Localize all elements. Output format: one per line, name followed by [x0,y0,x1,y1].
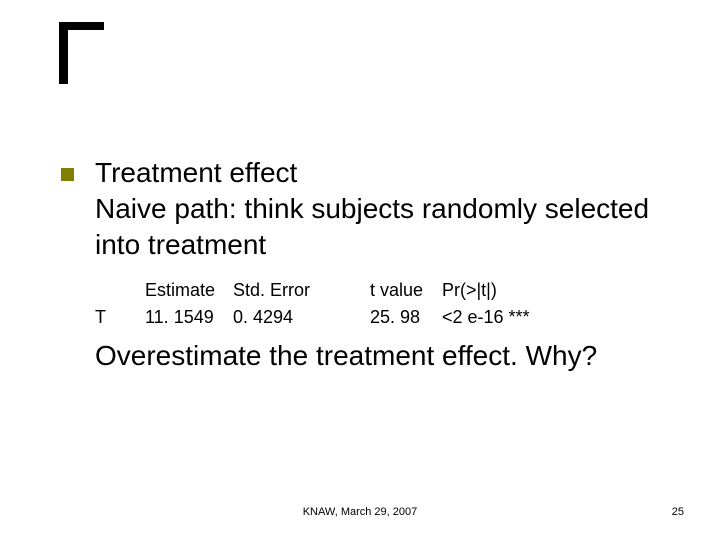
cell-stderr: 0. 4294 [233,304,327,331]
row-label: T [95,304,145,331]
page-number: 25 [672,506,684,518]
corner-bracket-icon [57,20,111,86]
heading-line-1: Treatment effect [95,157,297,188]
cell-estimate: 11. 1549 [145,304,233,331]
cell-tvalue: 25. 98 [370,304,442,331]
col-pr: Pr(>|t|) [442,277,562,304]
col-estimate: Estimate [145,277,233,304]
bullet-icon [61,168,74,181]
col-tvalue: t value [370,277,442,304]
table-row: T 11. 1549 0. 4294 25. 98 <2 e-16 *** [95,304,562,331]
heading-line-2: Naive path: think subjects randomly sele… [95,193,649,260]
col-stderr: Std. Error [233,277,327,304]
heading-text: Treatment effect Naive path: think subje… [95,155,665,262]
cell-pr: <2 e-16 *** [442,304,562,331]
slide: Treatment effect Naive path: think subje… [0,0,720,540]
conclusion-text: Overestimate the treatment effect. Why? [95,338,665,374]
table-header-blank [95,277,145,304]
stats-table: Estimate Std. Error t value Pr(>|t|) T 1… [95,277,562,331]
footer-center: KNAW, March 29, 2007 [0,506,720,518]
table-header-row: Estimate Std. Error t value Pr(>|t|) [95,277,562,304]
